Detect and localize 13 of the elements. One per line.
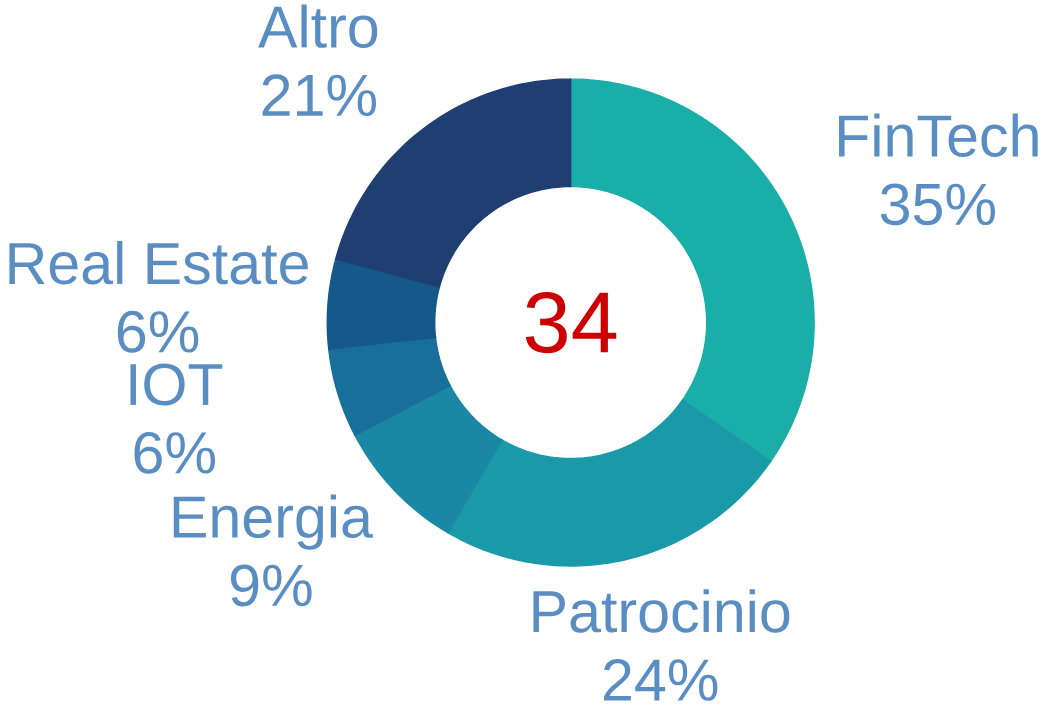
slice-label: Altro — [258, 4, 378, 48]
data-label: 6% — [134, 431, 215, 474]
slice-label: Patrocinio — [533, 589, 790, 633]
slice-label: Energia — [173, 494, 373, 550]
data-label: 6% — [117, 310, 199, 353]
slice-label: Real Estate — [9, 240, 308, 285]
data-label: 35% — [880, 183, 995, 226]
slice-label: IOT — [130, 363, 223, 406]
slice-label: FinTech — [839, 113, 1038, 157]
data-label: 21% — [262, 74, 377, 116]
data-label: 24% — [603, 658, 718, 701]
text: 34 — [525, 291, 617, 354]
data-label: 9% — [230, 564, 312, 607]
